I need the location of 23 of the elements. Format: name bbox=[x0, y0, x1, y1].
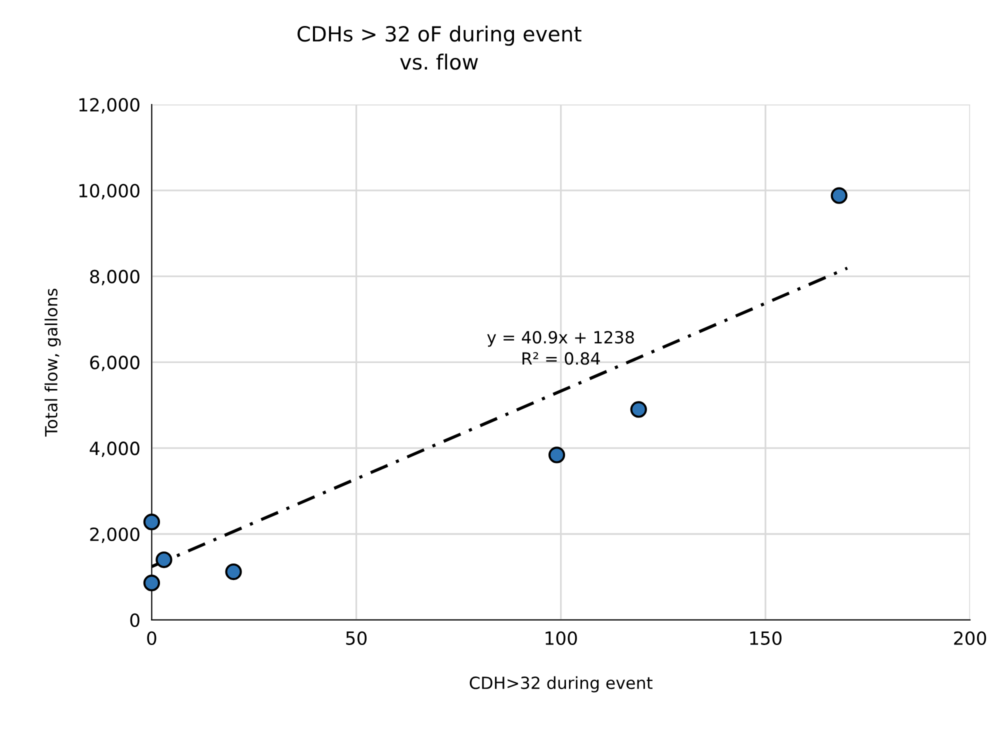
y-tick-label: 8,000 bbox=[90, 270, 140, 286]
y-axis-title: Total flow, gallons bbox=[44, 288, 61, 437]
point bbox=[830, 187, 848, 204]
point bbox=[156, 551, 172, 568]
x-tick-label: 100 bbox=[546, 631, 577, 645]
x-tick-label: 0 bbox=[147, 631, 156, 645]
y-tick-label: 10,000 bbox=[79, 184, 140, 200]
x-tick-label: 200 bbox=[954, 631, 986, 645]
point bbox=[548, 446, 566, 464]
point bbox=[630, 401, 647, 418]
x-tick-label: 150 bbox=[750, 631, 782, 645]
point bbox=[143, 574, 160, 592]
y-tick-label: 12,000 bbox=[79, 98, 140, 114]
y-tick-label: 2,000 bbox=[90, 527, 140, 543]
chart-title: CDHs > 32 oF during event vs. flow bbox=[298, 26, 582, 70]
point bbox=[225, 563, 242, 580]
y-tick-label: 4,000 bbox=[90, 442, 140, 458]
y-tick-label: 0 bbox=[130, 613, 140, 628]
y-tick-label: 6,000 bbox=[90, 356, 140, 372]
x-axis-title: CDH>32 during event bbox=[470, 676, 652, 692]
annotation: y = 40.9x + 1238 R² = 0.84 bbox=[487, 330, 634, 365]
point bbox=[143, 514, 160, 530]
x-tick-label: 50 bbox=[346, 631, 367, 645]
